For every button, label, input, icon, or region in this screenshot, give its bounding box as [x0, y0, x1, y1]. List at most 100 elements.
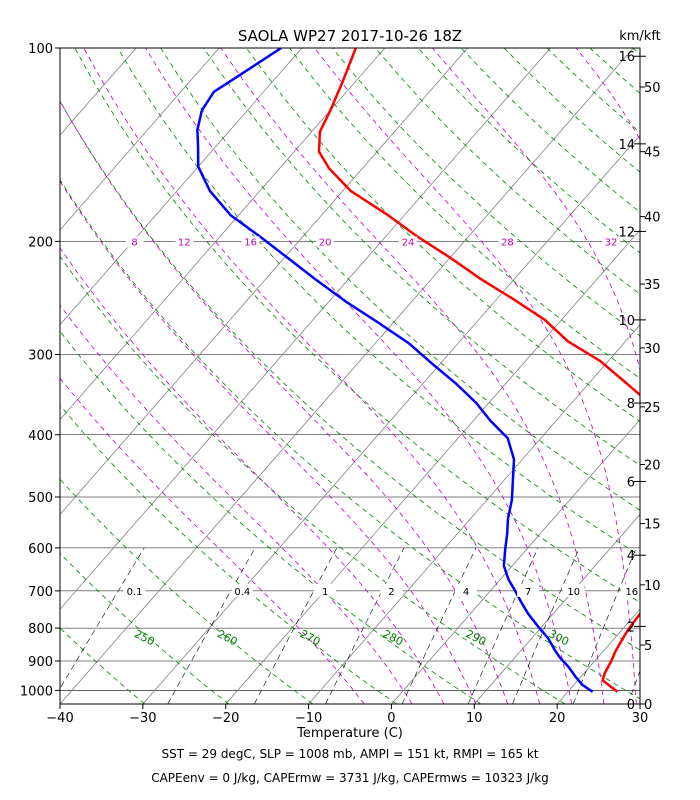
dry-adiabat-line	[246, 48, 640, 422]
temperature-tick-label: 20	[549, 711, 566, 726]
grid-lines	[0, 48, 700, 704]
dry-adiabat-line	[60, 179, 640, 700]
mixing-ratio-label-bg	[455, 583, 477, 597]
dry-adiabat-label: 300	[546, 627, 571, 648]
moist-adiabat-line	[314, 48, 637, 704]
mixing-ratio-label-bg	[620, 583, 643, 597]
km-tick-label: 0	[627, 698, 635, 713]
profiles	[196, 48, 640, 693]
temperature-tick-label: 30	[632, 711, 649, 726]
isotherm-line	[60, 48, 303, 326]
kft-tick-label: 30	[644, 342, 661, 357]
moist-adiabat-line	[60, 377, 365, 704]
chart-title: SAOLA WP27 2017-10-26 18Z	[238, 27, 462, 45]
moist-adiabat-label: 24	[402, 237, 415, 248]
footer-line-1: SST = 29 degC, SLP = 1008 mb, AMPI = 151…	[161, 747, 538, 761]
kft-tick-label: 10	[644, 579, 661, 594]
mixing-ratio-line	[512, 547, 580, 704]
temperature-tick-label: 10	[466, 711, 483, 726]
isotherm-line	[60, 48, 386, 421]
mixing-ratio-label-bg	[231, 583, 254, 597]
kft-tick-label: 45	[644, 146, 661, 161]
temperature-tick-label: 0	[387, 711, 395, 726]
km-tick-label: 8	[627, 397, 635, 412]
dry-adiabat-line	[289, 48, 640, 379]
moist-adiabat-line	[60, 100, 509, 704]
footer-line-2: CAPEenv = 0 J/kg, CAPErmw = 3731 J/kg, C…	[151, 771, 549, 785]
moist-adiabat-line	[575, 48, 640, 141]
moist-adiabat-label: 20	[319, 237, 332, 248]
pressure-tick-label: 200	[28, 235, 53, 250]
kft-tick-label: 0	[644, 698, 652, 713]
dewpoint-profile-line	[196, 48, 594, 693]
isotherm-line	[60, 48, 468, 516]
mixing-ratio-line	[254, 547, 338, 704]
moist-adiabat-label: 28	[501, 237, 514, 248]
temperature-tick-label: −40	[46, 711, 73, 726]
dry-adiabat-line	[117, 48, 640, 557]
dry-adiabat-line	[676, 48, 700, 704]
moist-adiabat-label: 32	[605, 237, 618, 248]
mixing-ratio-label: 10	[567, 587, 580, 598]
pressure-tick-label: 300	[28, 348, 53, 363]
dry-adiabat-line	[60, 330, 482, 704]
dry-adiabat-line	[60, 627, 145, 704]
km-tick-label: 4	[627, 549, 635, 564]
temperature-tick-label: −30	[129, 711, 156, 726]
mixing-ratio-line	[627, 670, 640, 704]
dry-adiabat-line	[332, 48, 640, 337]
plot-frame	[59, 47, 641, 705]
mixing-ratio-line	[167, 547, 256, 704]
moist-adiabat-label: 12	[178, 237, 191, 248]
mixing-ratio-label: 16	[625, 587, 638, 598]
moist-adiabat-label: 8	[131, 237, 137, 248]
dry-adiabat-line	[60, 100, 640, 651]
mixing-ratio-label-bg	[562, 583, 585, 597]
dry-adiabat-line	[60, 404, 397, 704]
temperature-profile-line	[317, 48, 640, 693]
pressure-tick-label: 600	[28, 542, 53, 557]
mixing-ratio-label: 7	[525, 587, 531, 598]
pressure-tick-label: 100	[28, 42, 53, 57]
pressure-tick-label: 500	[28, 491, 53, 506]
kft-tick-label: 5	[644, 639, 652, 654]
kft-tick-label: 50	[644, 81, 661, 96]
mixing-ratio-label-bg	[517, 583, 540, 597]
pressure-tick-label: 900	[28, 655, 53, 670]
moist-adiabat-line	[60, 304, 413, 704]
moist-adiabat-label-bg	[498, 236, 517, 248]
isotherm-line	[473, 513, 640, 704]
isotherm-line	[391, 418, 640, 704]
moist-adiabat-label-bg	[316, 236, 335, 248]
moist-adiabat-label-bg	[241, 236, 260, 248]
mixing-ratio-label-bg	[380, 583, 403, 597]
moist-adiabat-label-bg	[175, 236, 194, 248]
mixing-ratio-label: 0.4	[234, 587, 250, 598]
moist-adiabat-label-bg	[399, 236, 417, 248]
dry-adiabat-line	[60, 478, 313, 704]
moist-adiabat-line	[145, 48, 573, 704]
mixing-ratio-line	[60, 547, 145, 690]
pressure-tick-label: 700	[28, 585, 53, 600]
dry-adiabat-label: 260	[215, 627, 240, 648]
isotherm-line	[0, 48, 53, 704]
temperature-tick-label: −20	[212, 711, 239, 726]
dry-adiabat-line	[503, 48, 640, 173]
kft-tick-label: 20	[644, 458, 661, 473]
dry-adiabat-line	[74, 48, 640, 603]
mixing-ratio-line	[401, 547, 477, 704]
temperature-tick-label: −10	[295, 711, 322, 726]
height-axis-label: km/kft	[619, 29, 661, 44]
km-tick-label: 10	[618, 314, 635, 329]
mixing-ratio-label: 2	[388, 587, 394, 598]
isotherm-line	[60, 48, 220, 231]
dry-adiabat-line	[460, 48, 640, 213]
kft-tick-label: 25	[644, 401, 661, 416]
isotherm-line	[60, 48, 551, 610]
mixing-ratio-label: 0.1	[127, 587, 143, 598]
dry-adiabat-line	[60, 702, 61, 704]
x-axis-label: Temperature (C)	[296, 726, 403, 741]
dry-adiabat-label: 280	[381, 627, 406, 648]
pressure-tick-label: 800	[28, 622, 53, 637]
